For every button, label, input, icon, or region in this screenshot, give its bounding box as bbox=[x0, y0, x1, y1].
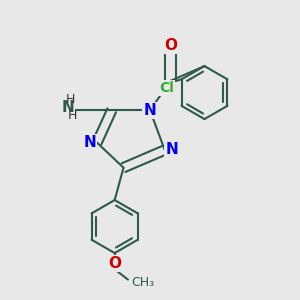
Text: N: N bbox=[61, 100, 74, 115]
Text: CH₃: CH₃ bbox=[131, 276, 154, 289]
Text: O: O bbox=[108, 256, 121, 271]
Text: H: H bbox=[67, 109, 77, 122]
Text: O: O bbox=[164, 38, 177, 53]
Text: Cl: Cl bbox=[159, 81, 174, 95]
Text: N: N bbox=[83, 135, 96, 150]
Text: H: H bbox=[66, 93, 75, 106]
Text: N: N bbox=[166, 142, 178, 158]
Text: N: N bbox=[144, 103, 156, 118]
